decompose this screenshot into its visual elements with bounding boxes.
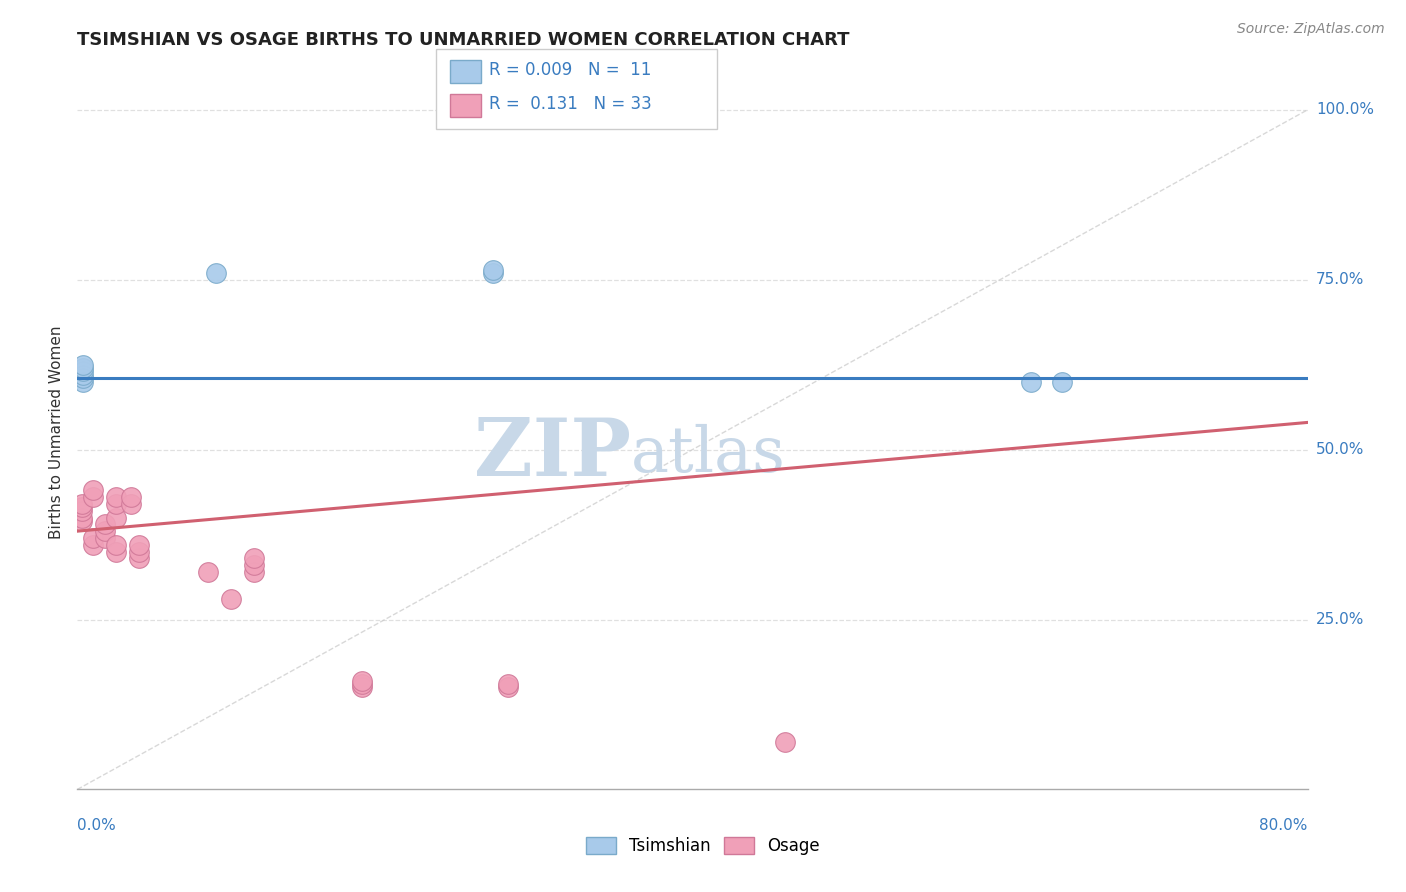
Point xyxy=(243,565,266,579)
Point xyxy=(350,677,373,691)
Point xyxy=(70,500,93,515)
Point xyxy=(72,368,94,382)
Text: Source: ZipAtlas.com: Source: ZipAtlas.com xyxy=(1237,22,1385,37)
Text: 80.0%: 80.0% xyxy=(1260,818,1308,832)
Text: 0.0%: 0.0% xyxy=(77,818,117,832)
Text: 50.0%: 50.0% xyxy=(1316,442,1364,457)
Text: atlas: atlas xyxy=(631,424,786,484)
Point xyxy=(82,531,104,545)
Point xyxy=(1019,375,1042,389)
Text: 100.0%: 100.0% xyxy=(1316,103,1374,118)
Point xyxy=(104,544,127,558)
Point xyxy=(70,510,93,524)
Point xyxy=(120,490,142,504)
Text: 25.0%: 25.0% xyxy=(1316,612,1364,627)
Point xyxy=(197,565,219,579)
Point xyxy=(94,531,117,545)
Text: 75.0%: 75.0% xyxy=(1316,272,1364,287)
Point xyxy=(70,497,93,511)
Point xyxy=(72,361,94,376)
Point xyxy=(94,517,117,532)
Text: TSIMSHIAN VS OSAGE BIRTHS TO UNMARRIED WOMEN CORRELATION CHART: TSIMSHIAN VS OSAGE BIRTHS TO UNMARRIED W… xyxy=(77,31,849,49)
Legend: Tsimshian, Osage: Tsimshian, Osage xyxy=(579,830,827,862)
Point xyxy=(496,681,519,695)
Point xyxy=(72,375,94,389)
Point xyxy=(72,364,94,378)
Point xyxy=(82,483,104,498)
Point xyxy=(128,551,150,566)
Point xyxy=(128,544,150,558)
Point xyxy=(70,514,93,528)
Point xyxy=(350,681,373,695)
Point xyxy=(82,538,104,552)
Point xyxy=(104,497,127,511)
Point xyxy=(496,677,519,691)
Point xyxy=(481,266,503,280)
Point xyxy=(70,504,93,518)
Point xyxy=(773,735,796,749)
Y-axis label: Births to Unmarried Women: Births to Unmarried Women xyxy=(49,326,65,540)
Point xyxy=(243,551,266,566)
Point xyxy=(104,538,127,552)
Text: ZIP: ZIP xyxy=(474,415,631,493)
Point xyxy=(94,524,117,538)
Text: R = 0.009   N =  11: R = 0.009 N = 11 xyxy=(489,62,651,79)
Point xyxy=(1050,375,1073,389)
Point xyxy=(82,490,104,504)
Point xyxy=(104,490,127,504)
Point xyxy=(481,262,503,277)
Point xyxy=(72,358,94,372)
Text: R =  0.131   N = 33: R = 0.131 N = 33 xyxy=(489,95,652,113)
Point xyxy=(128,538,150,552)
Point xyxy=(350,673,373,688)
Point xyxy=(219,592,242,607)
Point xyxy=(104,510,127,524)
Point xyxy=(72,371,94,385)
Point xyxy=(204,266,226,280)
Point xyxy=(120,497,142,511)
Point xyxy=(243,558,266,573)
